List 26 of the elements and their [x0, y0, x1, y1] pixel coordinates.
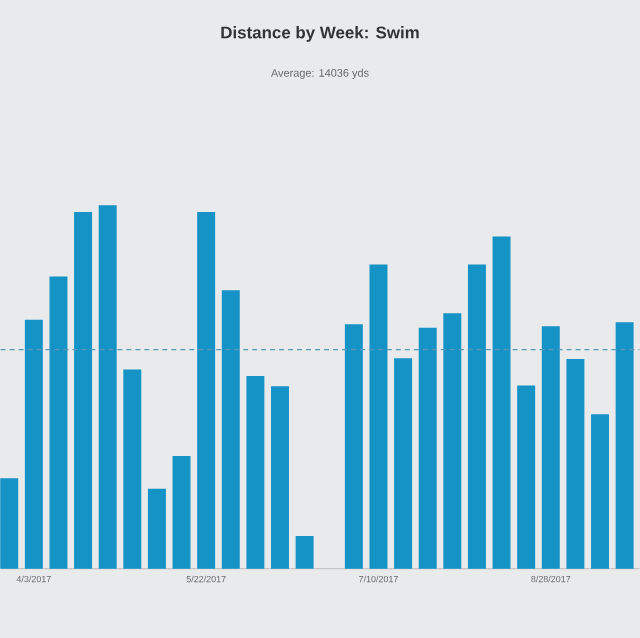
bar: [98, 204, 117, 569]
bar: [394, 357, 413, 569]
bar: [517, 385, 536, 569]
bar: [49, 276, 68, 569]
bar: [541, 325, 560, 569]
bar: [295, 535, 314, 569]
bar: [418, 327, 437, 569]
bar: [0, 477, 19, 569]
chart-title: Distance by Week: Swim: [221, 25, 419, 42]
bar: [172, 455, 191, 569]
bar: [197, 211, 216, 569]
bar: [492, 236, 511, 569]
bar: [467, 264, 486, 569]
bar: [221, 289, 240, 569]
bar: [443, 312, 462, 569]
bar: [74, 211, 93, 569]
bar: [369, 264, 388, 569]
bar: [271, 385, 289, 569]
bar: [591, 413, 609, 569]
bar: [123, 369, 142, 569]
bar: [566, 358, 585, 569]
bar: [615, 321, 634, 569]
bar: [147, 488, 166, 569]
bar: [344, 323, 363, 569]
bar: [246, 375, 265, 569]
bar: [24, 319, 43, 569]
